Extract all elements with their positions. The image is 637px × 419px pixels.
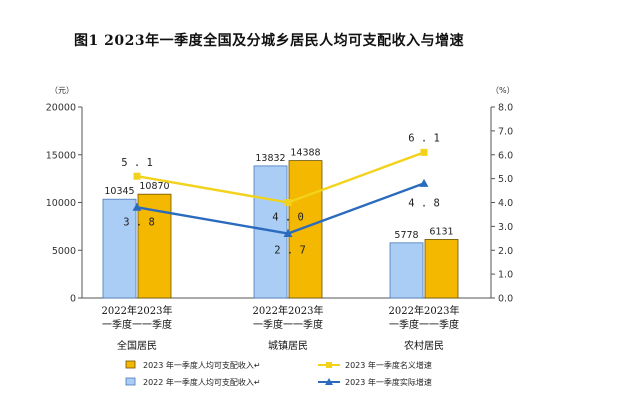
bar-2022-value-label: 13832: [255, 153, 285, 164]
bar-2023-value-label: 14388: [290, 148, 320, 159]
right-tick-label: 2.0: [498, 246, 513, 257]
left-axis-unit: （元）: [50, 86, 74, 95]
right-tick-label: 1.0: [498, 270, 513, 281]
legend-marker-real: [325, 378, 333, 385]
right-tick-label: 7.0: [498, 126, 513, 137]
bar-2022-value-label: 10345: [104, 186, 134, 197]
left-tick-label: 20000: [46, 103, 76, 114]
nominal-growth-marker: [284, 199, 292, 206]
nominal-growth-marker: [420, 148, 428, 156]
period-label-quarters: 一季度一一季度: [253, 318, 323, 331]
bar-2023-3: [424, 239, 459, 299]
period-label-years: 2022年2023年: [102, 304, 173, 317]
real-growth-label: 4 . 8: [408, 197, 440, 209]
bar-2023-2: [288, 160, 323, 299]
left-tick-label: 5000: [52, 246, 76, 257]
bar-2023-value-label: 6131: [429, 226, 453, 237]
category-label: 农村居民: [404, 339, 444, 352]
bar-2022-value-label: 5778: [394, 230, 418, 241]
nominal-growth-label: 6 . 1: [408, 132, 440, 144]
real-growth-marker: [419, 178, 429, 187]
legend-swatch-2022-income: [125, 377, 136, 386]
right-tick-label: 8.0: [498, 103, 513, 114]
nominal-growth-label: 4 . 0: [272, 212, 304, 224]
right-tick-label: 6.0: [498, 150, 513, 161]
legend-label-2022-income: 2022 年一季度人均可支配收入↵: [143, 377, 261, 387]
category-label: 全国居民: [117, 339, 157, 352]
nominal-growth-marker: [133, 172, 141, 180]
period-label-years: 2022年2023年: [389, 304, 460, 317]
right-tick-label: 3.0: [498, 222, 513, 233]
right-axis-unit: （%）: [491, 86, 515, 95]
bar-2023-value-label: 10870: [139, 181, 169, 192]
chart-title: 图1 2023年一季度全国及分城乡居民人均可支配收入与增速: [74, 33, 465, 49]
real-growth-label: 2 . 7: [274, 245, 306, 257]
real-growth-marker: [132, 202, 142, 211]
left-tick-label: 0: [70, 294, 76, 305]
right-tick-label: 0.0: [498, 294, 513, 305]
left-tick-label: 10000: [46, 198, 76, 209]
legend-marker-nominal: [326, 362, 332, 368]
legend-swatch-2023-income: [125, 360, 136, 369]
legend-label-nominal: 2023 年一季度名义增速: [345, 360, 432, 370]
period-label-years: 2022年2023年: [253, 304, 324, 317]
bar-2022-1: [102, 198, 137, 299]
nominal-growth-label: 5 . 1: [121, 157, 153, 169]
left-tick-label: 15000: [46, 150, 76, 161]
period-label-quarters: 一季度一一季度: [102, 318, 172, 331]
category-label: 城镇居民: [268, 339, 308, 352]
bar-2022-3: [389, 242, 424, 299]
legend-label-2023-income: 2023 年一季度人均可支配收入↵: [143, 360, 261, 370]
period-label-quarters: 一季度一一季度: [389, 318, 459, 331]
right-tick-label: 5.0: [498, 174, 513, 185]
real-growth-label: 3 . 8: [123, 216, 155, 228]
real-growth-marker: [283, 229, 293, 238]
legend-label-real: 2023 年一季度实际增速: [345, 377, 432, 387]
right-tick-label: 4.0: [498, 198, 513, 209]
